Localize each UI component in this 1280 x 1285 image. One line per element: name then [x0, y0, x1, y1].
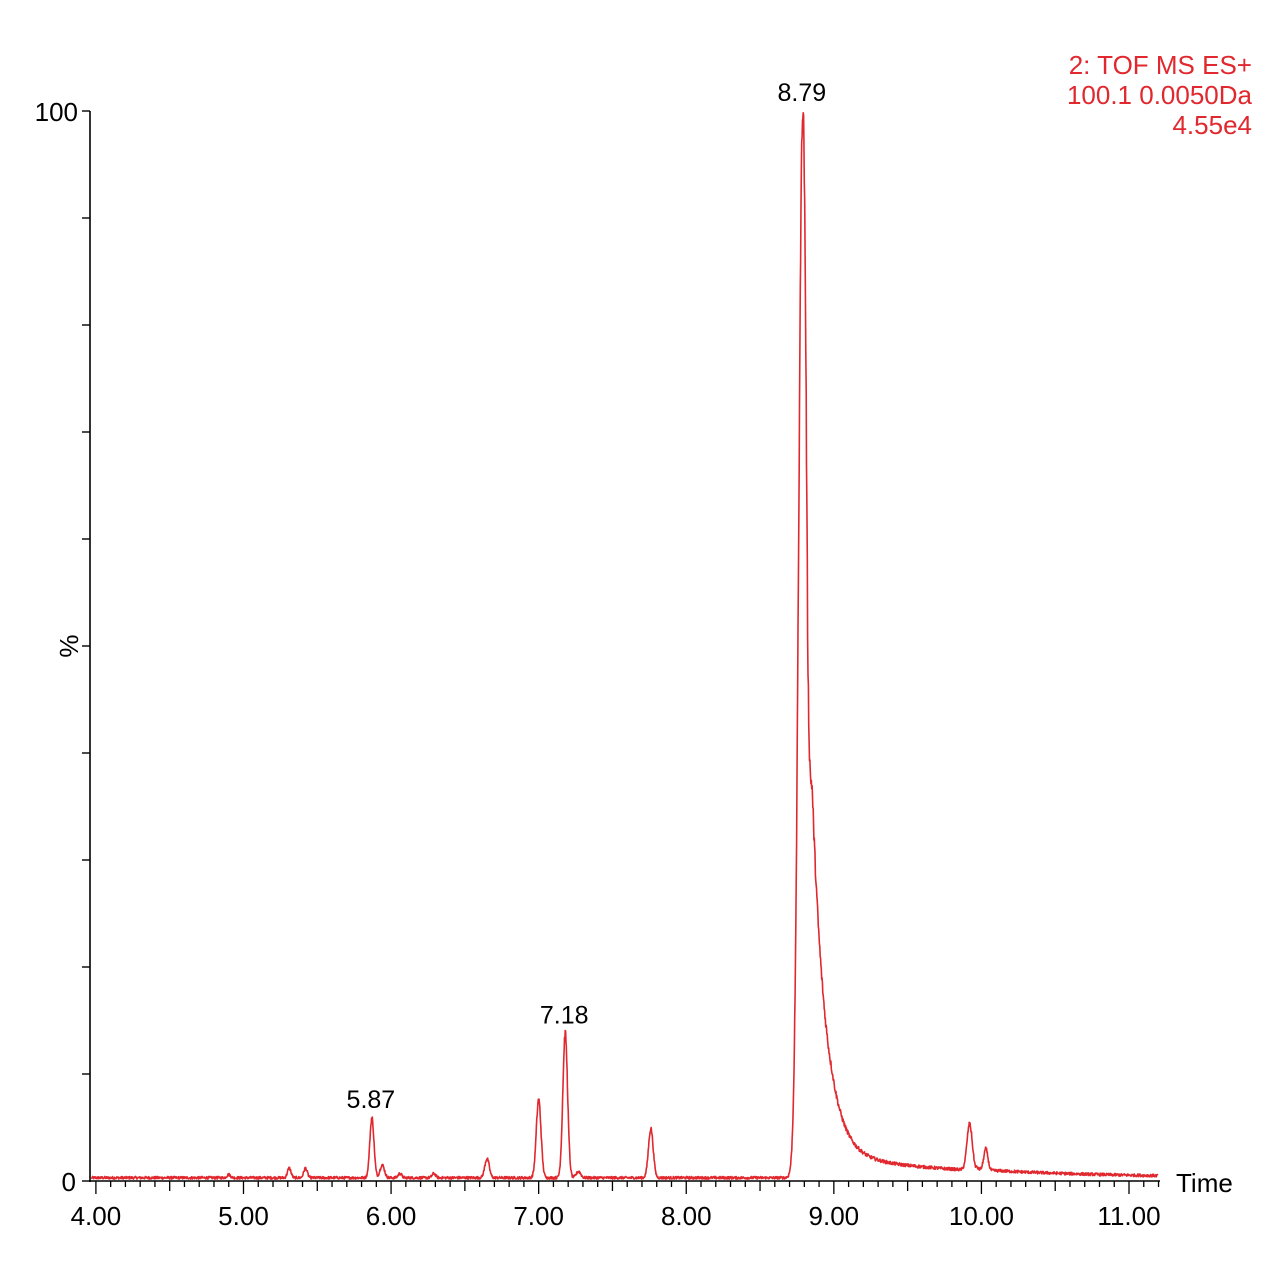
x-tick-label: 4.00: [71, 1201, 122, 1231]
annotation-function: 2: TOF MS ES+: [1068, 50, 1252, 80]
annotation-mass-window: 100.1 0.0050Da: [1066, 80, 1252, 110]
x-tick-label: 11.00: [1097, 1201, 1160, 1231]
y-tick-label: 100: [35, 97, 78, 127]
chromatogram-trace: [90, 112, 1159, 1180]
x-tick-label: 9.00: [809, 1201, 860, 1231]
x-tick-label: 8.00: [661, 1201, 712, 1231]
peak-label: 8.79: [778, 79, 827, 107]
acquisition-annotation: 2: TOF MS ES+ 100.1 0.0050Da 4.55e4: [1067, 50, 1252, 140]
peak-label: 5.87: [347, 1086, 396, 1114]
y-tick-label: 0: [62, 1167, 76, 1197]
x-tick-label: 7.00: [513, 1201, 564, 1231]
x-tick-label: 5.00: [218, 1201, 269, 1231]
annotation-intensity: 4.55e4: [1172, 110, 1252, 140]
trace-layer: [90, 112, 1159, 1180]
labels-layer: 5.87 7.18 8.79: [347, 79, 827, 1114]
x-tick-label: 6.00: [366, 1201, 417, 1231]
x-tick-label: 10.00: [949, 1201, 1014, 1231]
axes: 0 100% 4.00 5.00 6.00 7.00 8.00 9.00 10.00 11.00 T…: [35, 97, 1233, 1231]
x-axis-label: Time: [1176, 1168, 1233, 1198]
peak-label: 7.18: [540, 1001, 589, 1029]
y-axis-label: %: [54, 634, 84, 657]
